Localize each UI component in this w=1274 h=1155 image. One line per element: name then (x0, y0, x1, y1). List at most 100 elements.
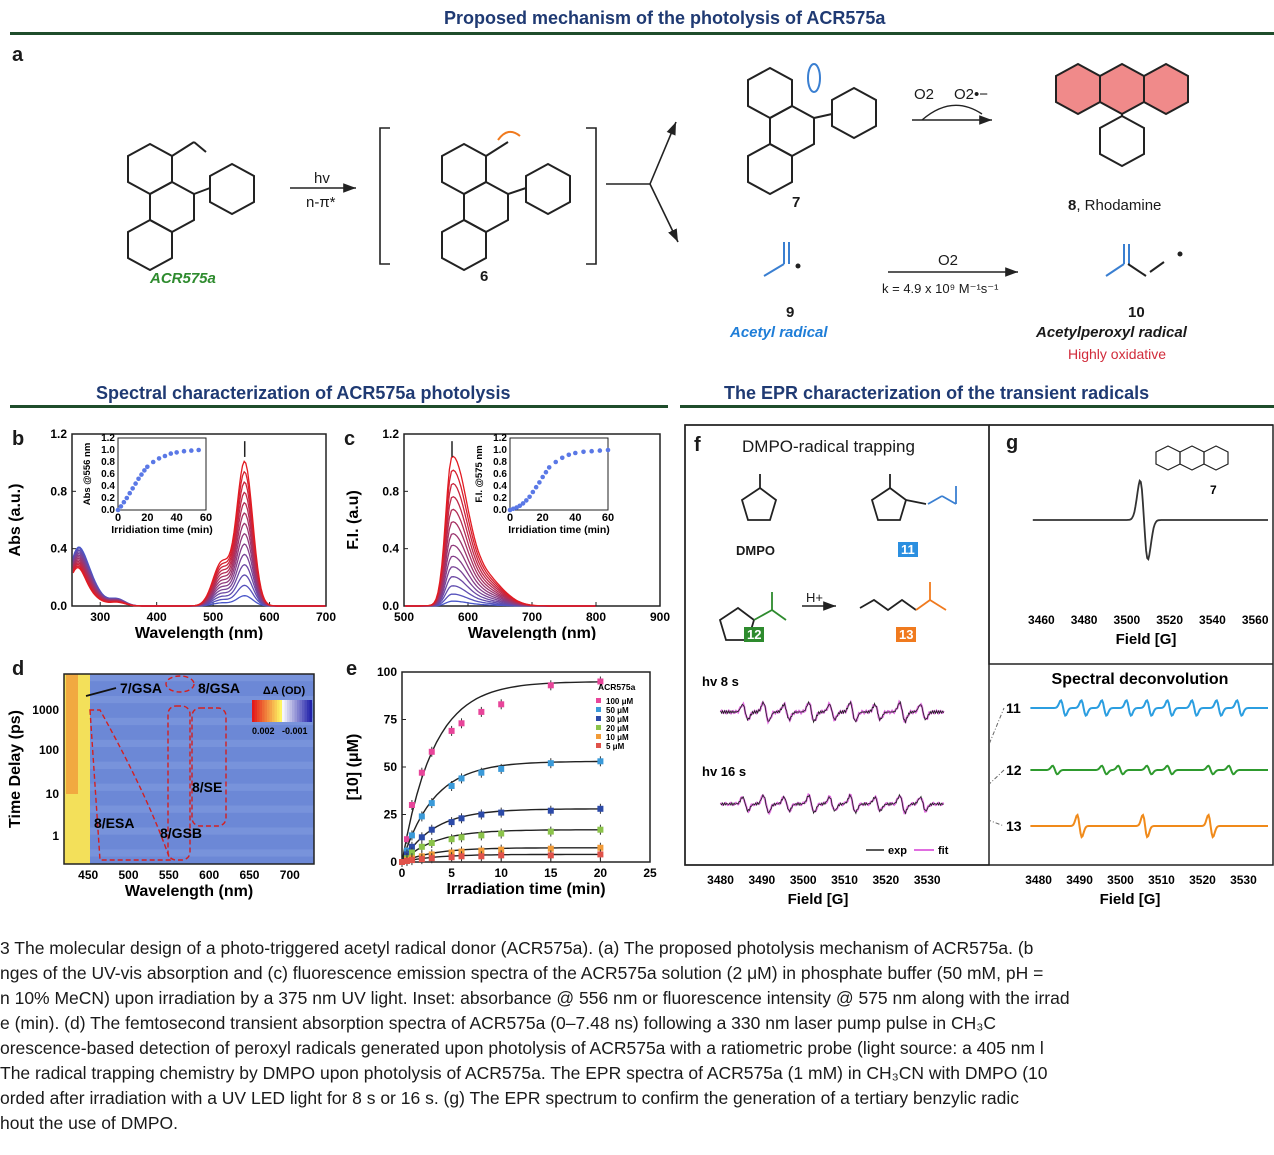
colorbar-cell (289, 700, 293, 722)
panel-label-c: c (344, 428, 356, 450)
epr-exp-line (720, 700, 945, 724)
legend-swatch (596, 716, 601, 721)
inset-data-point (573, 450, 578, 456)
legend-label: 50 μM (606, 706, 629, 715)
inset-data-point (127, 490, 133, 496)
panel-label-f: f (694, 434, 701, 456)
inset-data-point (142, 468, 147, 473)
panel-f-frame (684, 424, 1274, 866)
inset-x-tick-label: 20 (141, 512, 153, 524)
inset-data-point (530, 489, 536, 495)
x-tick-label: 450 (78, 868, 98, 882)
x-tick-label: 3520 (1156, 613, 1183, 627)
x-axis-label: Field [G] (1116, 631, 1177, 648)
x-axis-label: Field [G] (788, 891, 849, 908)
y-axis-label: Abs (a.u.) (7, 484, 24, 557)
x-tick-label: 3500 (1114, 613, 1141, 627)
inset-y-tick-label: 0.6 (101, 469, 115, 480)
data-point (428, 748, 435, 755)
data-point (478, 811, 485, 818)
structure-ring (1179, 445, 1205, 471)
colorbar-cell (252, 700, 255, 722)
y-axis-label: F.I. (a.u) (345, 490, 362, 550)
gsb-region (167, 705, 191, 861)
spectrum-line (72, 532, 326, 607)
colorbar-title: ΔA (OD) (263, 685, 306, 697)
mechanism-scheme (127, 62, 1189, 277)
deconvolution-title: Spectral deconvolution (1052, 671, 1229, 688)
data-point (547, 828, 554, 835)
inset-data-point (533, 484, 539, 490)
y-tick-label: 50 (384, 760, 398, 774)
x-tick-label: 600 (260, 610, 280, 624)
inset-y-tick-label: 0.6 (493, 469, 507, 480)
heatmap-band (64, 798, 314, 806)
data-point (408, 857, 415, 864)
esa-region (89, 709, 171, 861)
data-point (408, 849, 415, 856)
emission-line (405, 455, 596, 607)
heatmap-band (64, 827, 314, 835)
data-point (408, 832, 415, 839)
y-tick-label: 100 (377, 665, 397, 679)
data-point (448, 854, 455, 861)
data-point (428, 826, 435, 833)
y-axis-label: [10] (μM) (345, 734, 362, 801)
acetyl-name: Acetyl radical (730, 324, 828, 341)
x-tick-label: 300 (90, 610, 110, 624)
legend-swatch (596, 707, 601, 712)
inset-data-point (589, 448, 594, 454)
colorbar-cell (284, 700, 288, 722)
panel-label-g: g (1006, 432, 1019, 454)
x-tick-label: 10 (495, 866, 509, 880)
colorbar-cell (274, 700, 278, 722)
inset-x-label: Irridiation time (min) (111, 524, 213, 536)
colorbar-max: -0.001 (282, 726, 308, 736)
data-point (478, 853, 485, 860)
plot-frame (63, 673, 315, 865)
x-tick-label: 3530 (914, 873, 941, 887)
panel-label-b: b (12, 428, 25, 450)
connector-line (990, 820, 1005, 827)
panel-label-a: a (12, 44, 24, 66)
trace-label: 12 (1006, 762, 1022, 778)
data-point (418, 769, 425, 776)
data-point (597, 851, 604, 858)
inset-x-tick-label: 60 (602, 512, 614, 524)
inset-data-point (118, 504, 124, 509)
caption-line: orded after irradiation with a UV LED li… (0, 1088, 1020, 1108)
data-point (547, 845, 554, 852)
heatmap-band (64, 812, 314, 821)
inset-data-point (139, 472, 144, 477)
compound-label: 7 (1210, 483, 1217, 497)
heatmap-band (64, 805, 314, 813)
y-tick-label: 0.4 (382, 542, 399, 556)
deconvolution-trace (1030, 698, 1268, 718)
data-point (498, 701, 505, 708)
inset-y-tick-label: 0.2 (493, 493, 507, 504)
heatmap-band (64, 754, 314, 762)
y-tick-label: 10 (46, 787, 60, 801)
deconvolution-trace (1030, 813, 1268, 839)
connector-line (990, 707, 1005, 744)
data-point (418, 843, 425, 850)
x-tick-label: 25 (643, 866, 657, 880)
colorbar-cell (297, 700, 300, 722)
colorbar-cell (279, 700, 283, 722)
acr575a-structure (127, 141, 255, 272)
colorbar-cell (262, 700, 265, 722)
inset-x-tick-label: 20 (537, 512, 549, 524)
superoxide-label: O2•− (954, 86, 989, 103)
heatmap-annotation: 8/GSB (160, 825, 202, 841)
compound-11-badge: 11 (898, 542, 918, 557)
epr-exp-line (720, 793, 944, 815)
legend-fit-label: fit (938, 845, 949, 857)
header-rule (10, 32, 1274, 35)
connector-line (990, 769, 1005, 785)
heatmap-annotation: 8/GSA (198, 680, 240, 696)
chart-e: 0 5 10 15 20 25 0 25 50 75 100 Irradiation time (mi… (345, 665, 657, 898)
y-tick-label: 100 (39, 743, 59, 757)
colorbar-cell (269, 700, 273, 722)
data-point (458, 853, 465, 860)
